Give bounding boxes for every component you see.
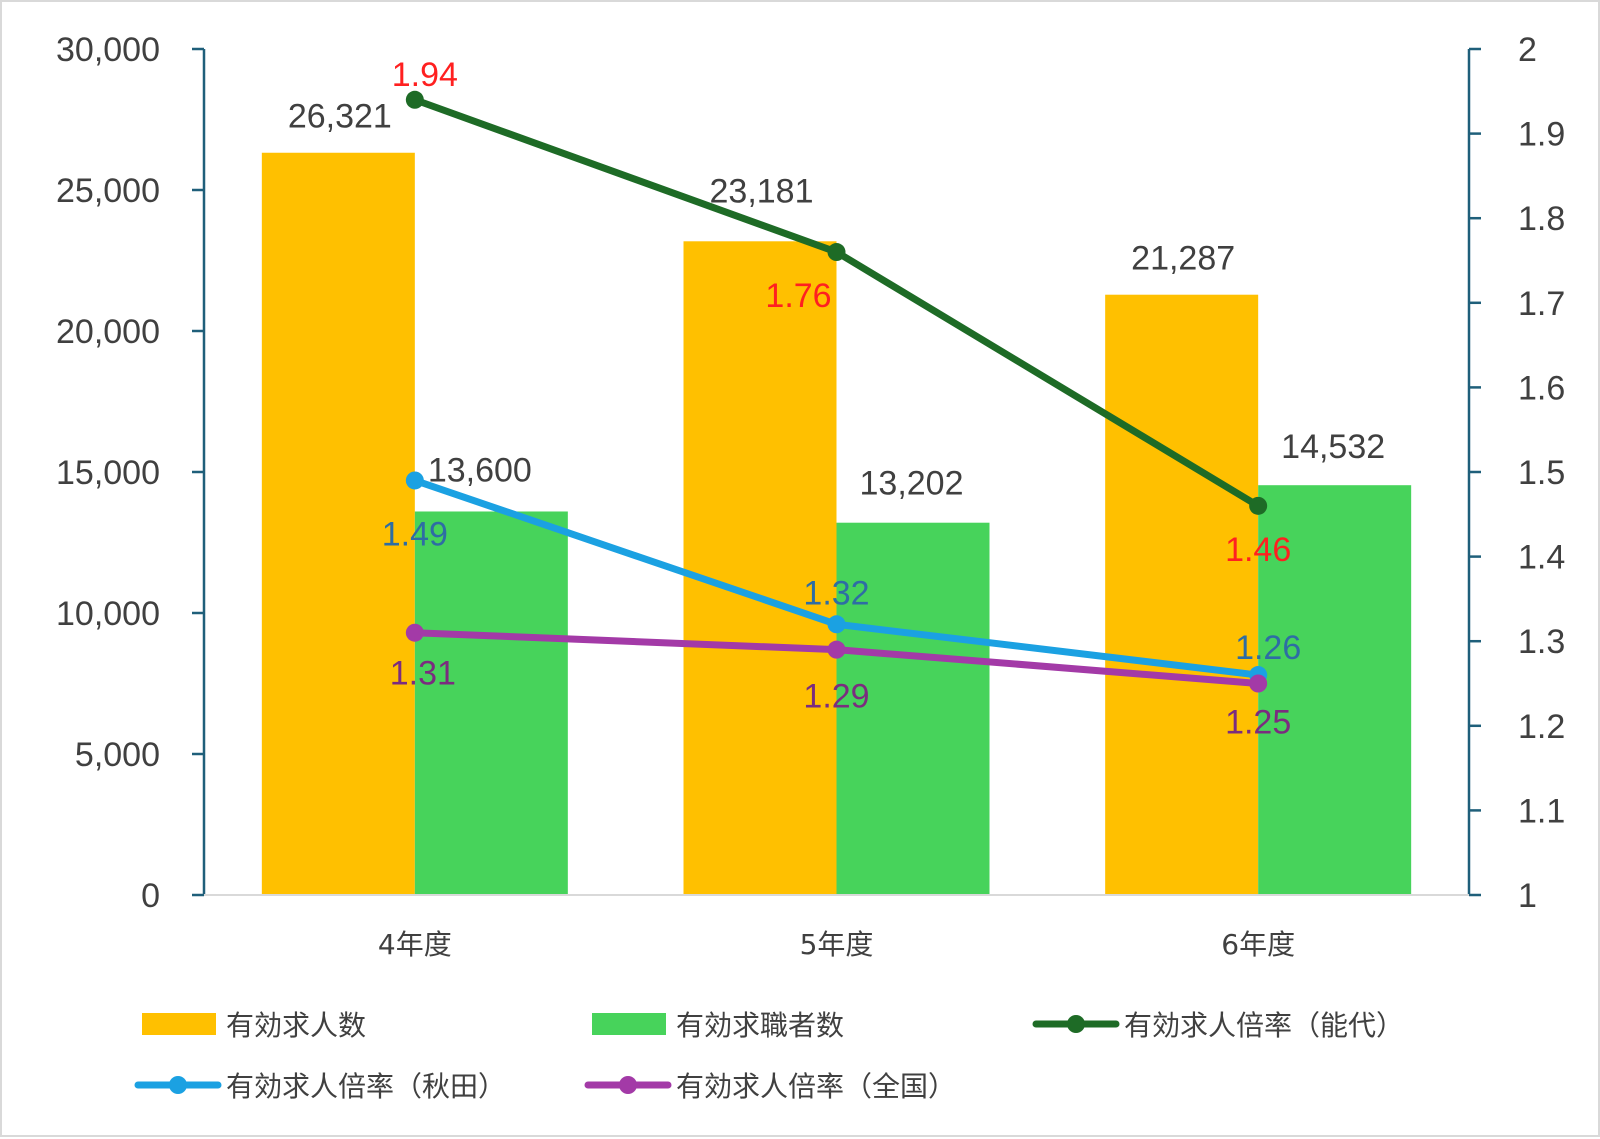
line-data-label: 1.46 <box>1225 531 1291 569</box>
line-akita-marker <box>827 615 846 634</box>
right-tick-label: 1.9 <box>1518 116 1565 154</box>
legend-ratio-noshiro-marker <box>1067 1015 1085 1033</box>
line-data-label: 1.32 <box>803 574 869 612</box>
right-tick-label: 1.1 <box>1518 792 1565 830</box>
bar-data-label: 13,600 <box>428 451 532 489</box>
right-tick-label: 2 <box>1518 31 1537 69</box>
left-tick-label: 15,000 <box>56 454 160 492</box>
line-national-marker <box>827 640 846 659</box>
right-tick-label: 1.6 <box>1518 369 1565 407</box>
left-tick-label: 25,000 <box>56 172 160 210</box>
bar-job-seekers <box>1258 485 1412 895</box>
category-label: 5年度 <box>800 928 874 961</box>
legend-job-openings-swatch <box>142 1013 216 1035</box>
right-tick-label: 1.4 <box>1518 539 1565 577</box>
bar-data-label: 14,532 <box>1281 428 1385 466</box>
legend-job-seekers-label: 有効求職者数 <box>676 1009 844 1042</box>
right-tick-label: 1.5 <box>1518 454 1565 492</box>
bar-job-seekers <box>414 511 568 895</box>
bar-job-openings <box>683 241 837 896</box>
line-data-label: 1.25 <box>1225 704 1291 742</box>
left-tick-label: 10,000 <box>56 595 160 633</box>
category-label: 4年度 <box>378 928 452 961</box>
line-noshiro-marker <box>827 243 846 262</box>
bar-data-label: 26,321 <box>288 98 392 136</box>
line-data-label: 1.31 <box>390 655 456 693</box>
line-data-label: 1.76 <box>765 277 831 315</box>
bar-data-label: 21,287 <box>1131 240 1235 278</box>
legend-ratio-national-marker <box>619 1076 637 1094</box>
legend-ratio-noshiro-label: 有効求人倍率（能代） <box>1124 1009 1404 1042</box>
bar-job-seekers <box>836 522 990 895</box>
legend-job-seekers-swatch <box>592 1013 666 1035</box>
legend-job-openings-label: 有効求人数 <box>226 1009 366 1042</box>
line-national-marker <box>405 623 424 642</box>
left-tick-label: 20,000 <box>56 313 160 351</box>
line-national-marker <box>1249 674 1268 693</box>
line-noshiro-marker <box>1249 496 1268 515</box>
left-tick-label: 5,000 <box>75 736 160 774</box>
right-tick-label: 1.7 <box>1518 285 1565 323</box>
legend-ratio-national-label: 有効求人倍率（全国） <box>676 1070 956 1103</box>
bar-data-label: 23,181 <box>710 172 814 210</box>
left-tick-label: 30,000 <box>56 31 160 69</box>
right-tick-label: 1.3 <box>1518 623 1565 661</box>
right-tick-label: 1.2 <box>1518 708 1565 746</box>
line-data-label: 1.26 <box>1235 629 1301 667</box>
line-data-label: 1.29 <box>803 678 869 716</box>
line-noshiro-marker <box>405 90 424 109</box>
right-tick-label: 1.8 <box>1518 200 1565 238</box>
line-data-label: 1.94 <box>392 56 458 94</box>
line-akita-marker <box>405 471 424 490</box>
category-label: 6年度 <box>1221 928 1295 961</box>
legend-ratio-akita-label: 有効求人倍率（秋田） <box>226 1070 506 1103</box>
bar-job-openings <box>261 152 415 895</box>
bar-data-label: 13,202 <box>860 465 964 503</box>
line-data-label: 1.49 <box>382 515 448 553</box>
legend-ratio-akita-marker <box>169 1076 187 1094</box>
right-tick-label: 1 <box>1518 877 1537 915</box>
left-tick-label: 0 <box>141 877 160 915</box>
bar-job-openings <box>1105 294 1259 895</box>
